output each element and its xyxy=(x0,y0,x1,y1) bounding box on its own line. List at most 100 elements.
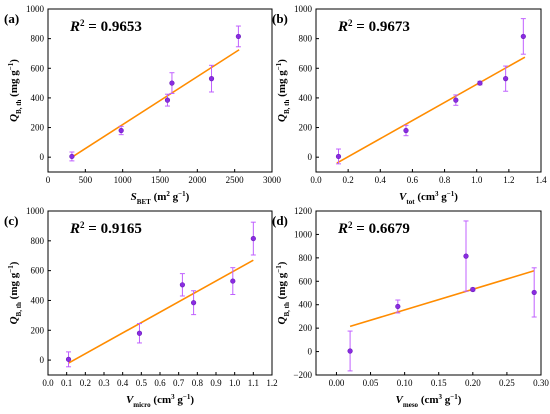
panel-3: 0.0 0.1 0.2 0.3 0.4 0.5 0.6 0.7 0.8 0.9 1.0 1.1 1.2 0… xyxy=(4,206,278,409)
point-marker xyxy=(169,80,175,86)
y-tick-label: 200 xyxy=(299,123,313,133)
x-tick-label: 0.6 xyxy=(154,378,166,388)
x-tick-label: 0.5 xyxy=(136,378,148,388)
x-tick-label: 0.15 xyxy=(431,378,447,388)
data-point xyxy=(164,93,171,107)
data-point xyxy=(335,148,342,165)
point-marker xyxy=(164,97,171,103)
r-squared-label: R2 = 0.9673 xyxy=(337,18,410,35)
x-axis-label: Vtot (cm3 g−1) xyxy=(399,190,458,206)
y-tick-label: 800 xyxy=(299,34,313,44)
y-tick-label: 800 xyxy=(299,253,313,263)
x-tick-label: 0.6 xyxy=(407,175,419,185)
x-axis-label: Vmeso (cm3 g−1) xyxy=(396,393,462,409)
x-tick-label: 0.05 xyxy=(363,378,379,388)
data-point xyxy=(520,18,526,55)
x-tick-label: 1.2 xyxy=(266,378,277,388)
y-tick-label: −200 xyxy=(293,370,312,380)
data-point xyxy=(208,64,215,93)
x-tick-label: 0.2 xyxy=(343,175,354,185)
y-tick-label: 1000 xyxy=(26,206,45,216)
panel-1: 0 500 1000 1500 2000 2500 3000 0 200 400 600 800 100… xyxy=(4,4,282,206)
r-squared-label: R2 = 0.6679 xyxy=(337,220,410,237)
fit-line xyxy=(71,49,240,158)
y-tick-label: 400 xyxy=(299,93,313,103)
panel-label: (b) xyxy=(272,11,288,26)
y-tick-label: 1000 xyxy=(26,4,45,14)
point-marker xyxy=(65,356,72,362)
x-tick-label: 2500 xyxy=(226,175,245,185)
point-marker xyxy=(191,300,197,306)
point-marker xyxy=(179,282,185,288)
x-tick-label: 1000 xyxy=(114,175,133,185)
plot-frame xyxy=(315,8,542,173)
x-tick-label: 0.7 xyxy=(173,378,185,388)
data-point xyxy=(191,290,197,316)
point-marker xyxy=(335,153,342,160)
data-point xyxy=(463,220,469,292)
point-marker xyxy=(69,153,75,160)
x-tick-label: 0.9 xyxy=(210,378,222,388)
data-point xyxy=(65,351,72,368)
point-marker xyxy=(463,253,469,259)
data-point xyxy=(179,273,185,297)
point-marker xyxy=(347,348,353,354)
data-point xyxy=(230,267,236,295)
x-tick-label: 0 xyxy=(46,175,51,185)
y-tick-label: 1000 xyxy=(294,4,313,14)
fit-line xyxy=(68,259,254,364)
y-tick-label: 400 xyxy=(31,295,45,305)
point-marker xyxy=(477,80,483,86)
fit-line xyxy=(349,269,535,328)
data-point xyxy=(531,267,537,318)
x-tick-label: 1.1 xyxy=(248,378,259,388)
y-tick-label: 0 xyxy=(308,152,313,162)
x-tick-label: 500 xyxy=(79,175,93,185)
point-marker xyxy=(136,330,143,336)
data-point xyxy=(347,330,353,372)
x-tick-label: 0.3 xyxy=(98,378,110,388)
x-tick-label: 1.4 xyxy=(535,175,547,185)
x-tick-label: 0.0 xyxy=(310,175,322,185)
point-marker xyxy=(250,235,256,242)
x-tick-label: 0.4 xyxy=(375,175,387,185)
data-point xyxy=(403,124,409,137)
x-tick-label: 0.20 xyxy=(465,378,481,388)
y-tick-label: 0 xyxy=(40,355,45,365)
plot-frame xyxy=(47,210,273,376)
point-marker xyxy=(230,278,236,284)
data-point xyxy=(477,80,483,86)
y-tick-label: 800 xyxy=(31,236,45,246)
r-squared-label: R2 = 0.9653 xyxy=(69,18,142,35)
point-marker xyxy=(395,303,401,310)
point-marker xyxy=(503,76,509,82)
data-point xyxy=(503,65,509,92)
x-tick-label: 1.0 xyxy=(229,378,241,388)
x-tick-label: 0.8 xyxy=(439,175,451,185)
y-tick-label: 1200 xyxy=(294,206,313,216)
x-tick-label: 0.1 xyxy=(61,378,72,388)
data-point xyxy=(250,221,256,256)
data-point xyxy=(118,125,124,136)
point-marker xyxy=(520,33,526,40)
data-point xyxy=(470,286,476,293)
y-axis-label: QB, th (mg g−1) xyxy=(7,261,23,324)
y-tick-label: 200 xyxy=(31,325,45,335)
y-axis-label: QB, th (mg g−1) xyxy=(275,59,291,122)
panel-label: (d) xyxy=(272,213,288,228)
x-tick-label: 0.8 xyxy=(192,378,204,388)
x-tick-label: 0.30 xyxy=(533,378,549,388)
data-point xyxy=(69,151,75,162)
x-axis-label: Vmicro (cm3 g−1) xyxy=(126,393,194,409)
y-tick-label: 200 xyxy=(299,323,313,333)
point-marker xyxy=(470,286,476,293)
data-point xyxy=(453,94,459,106)
data-point xyxy=(395,299,401,314)
y-tick-label: 0 xyxy=(308,347,313,357)
point-marker xyxy=(531,289,537,296)
panel-2: 0.0 0.2 0.4 0.6 0.8 1.0 1.2 1.4 0 200 400 600 800 100… xyxy=(272,4,547,206)
plot-frame xyxy=(315,210,542,376)
y-tick-label: 600 xyxy=(31,63,45,73)
x-tick-label: 0.0 xyxy=(42,378,54,388)
